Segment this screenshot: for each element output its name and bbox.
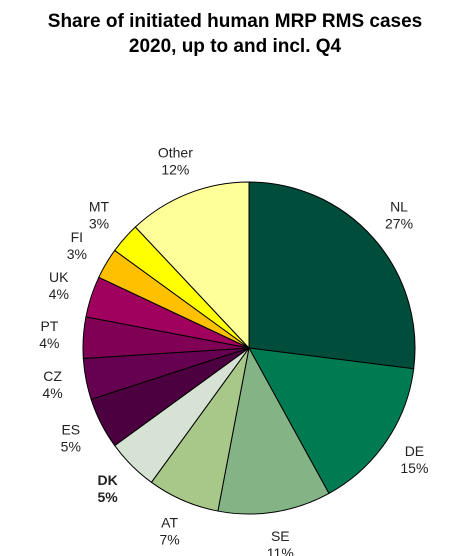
slice-label: Other xyxy=(158,145,193,161)
slice-value-label: 11% xyxy=(267,545,294,556)
slice-value-label: 7% xyxy=(159,531,179,547)
chart-title: 2020, up to and incl. Q4 xyxy=(129,36,342,57)
slice-label: ES xyxy=(61,422,80,438)
slice-value-label: 5% xyxy=(61,439,81,455)
chart-title: Share of initiated human MRP RMS cases xyxy=(48,11,422,32)
pie-slice xyxy=(134,181,250,350)
slice-value-label: 3% xyxy=(67,246,87,262)
slice-label: FI xyxy=(71,229,83,245)
slice-value-label: 3% xyxy=(89,215,109,231)
slice-value-label: 4% xyxy=(42,385,62,401)
slice-label: PT xyxy=(40,318,58,334)
slice-label: AT xyxy=(161,514,178,530)
slice-label: MT xyxy=(89,198,110,214)
pie-slice xyxy=(217,346,330,515)
pie-slice xyxy=(248,181,416,370)
slice-value-label: 27% xyxy=(385,215,413,231)
slice-value-label: 15% xyxy=(400,460,428,476)
slice-label: SE xyxy=(271,528,290,544)
pie-slice xyxy=(248,347,415,495)
slice-label: UK xyxy=(49,269,69,285)
slice-label: CZ xyxy=(43,368,62,384)
slice-value-label: 12% xyxy=(161,162,189,178)
slice-value-label: 4% xyxy=(49,286,69,302)
slice-label: DE xyxy=(405,443,424,459)
slice-label: NL xyxy=(390,198,408,214)
slice-label: DK xyxy=(97,472,117,488)
slice-value-label: 4% xyxy=(39,335,59,351)
slice-value-label: 5% xyxy=(97,489,118,505)
